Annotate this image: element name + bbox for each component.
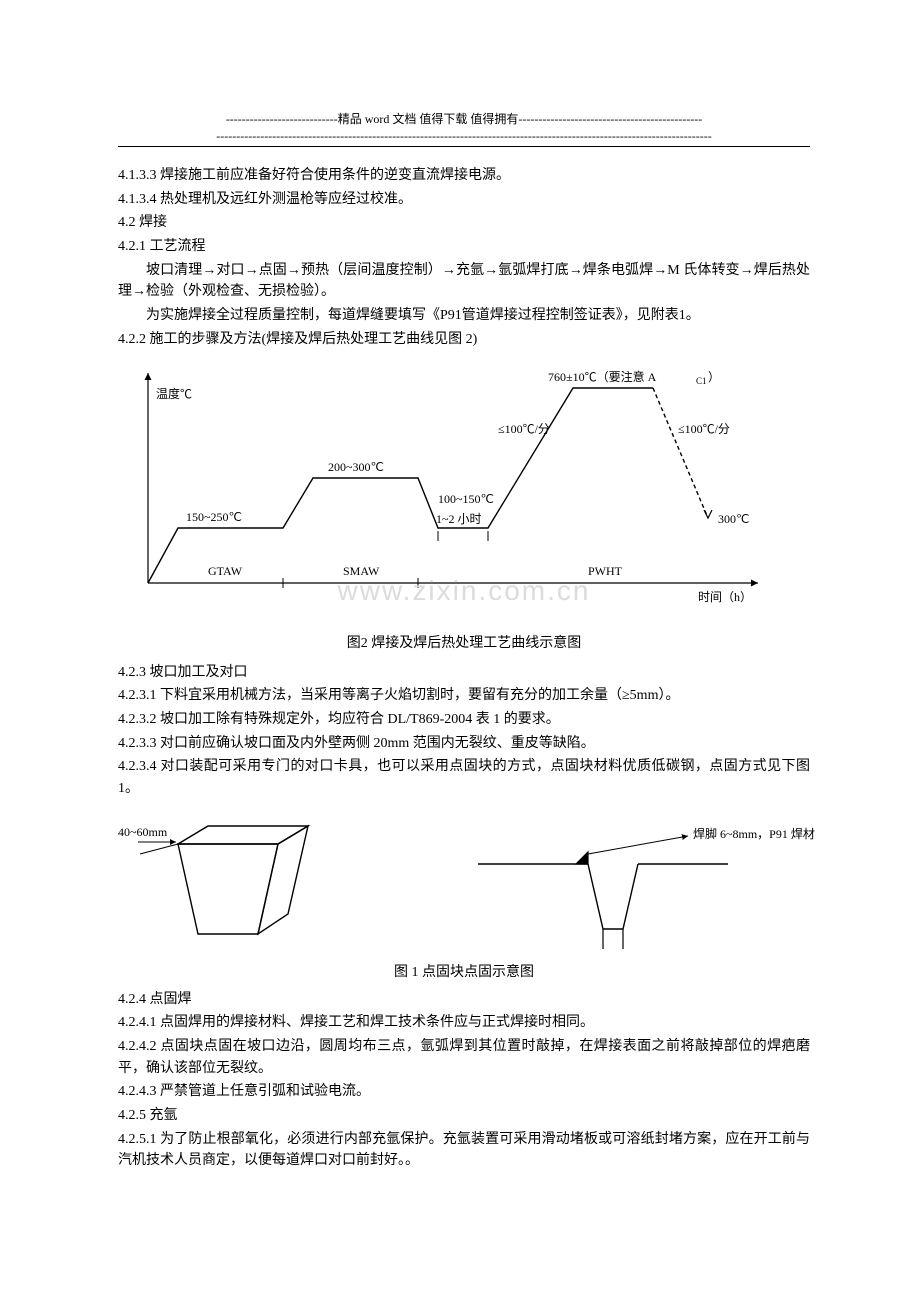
figure-2-caption: 图2 焊接及焊后热处理工艺曲线示意图 — [118, 632, 810, 652]
svg-text:1~2 小时: 1~2 小时 — [436, 512, 482, 526]
para-4-1-3-4: 4.1.3.4 热处理机及远红外测温枪等应经过校准。 — [118, 189, 810, 211]
heading-4-2: 4.2 焊接 — [118, 212, 810, 234]
header-line-1: ----------------------------精品 word 文档 值… — [118, 110, 810, 127]
para-4-2-4-2: 4.2.4.2 点固块点固在坡口边沿，圆周均布三点，氩弧焊到其位置时敲掉，在焊接… — [118, 1036, 810, 1079]
svg-text:300℃: 300℃ — [718, 512, 749, 526]
para-4-2-2: 4.2.2 施工的步骤及方法(焊接及焊后热处理工艺曲线见图 2) — [118, 329, 810, 351]
para-4-2-3: 4.2.3 坡口加工及对口 — [118, 662, 810, 684]
svg-text:时间（h）: 时间（h） — [698, 590, 752, 604]
para-4-2-5-1: 4.2.5.1 为了防止根部氧化，必须进行内部充氩保护。充氩装置可采用滑动堵板或… — [118, 1129, 810, 1172]
svg-text:200~300℃: 200~300℃ — [328, 460, 384, 474]
para-4-2-5: 4.2.5 充氩 — [118, 1105, 810, 1127]
svg-text:）: ） — [708, 370, 720, 384]
para-4-2-1-flow: 坡口清理→对口→点固→预热（层间温度控制）→充氩→氩弧焊打底→焊条电弧焊→M 氏… — [118, 260, 810, 303]
header-rule — [118, 146, 810, 147]
svg-text:C1: C1 — [696, 376, 707, 386]
svg-text:GTAW: GTAW — [208, 564, 243, 578]
svg-text:760±10℃（要注意 A: 760±10℃（要注意 A — [548, 369, 657, 384]
figure-1-diagram: 40~60mm焊脚 6~8mm，P91 焊材 图 1 点固块点固示意图 — [118, 814, 810, 981]
para-4-2-3-4: 4.2.3.4 对口装配可采用专门的对口卡具，也可以采用点固块的方式，点固块材料… — [118, 756, 810, 799]
para-4-2-4-3: 4.2.4.3 严禁管道上任意引弧和试验电流。 — [118, 1081, 810, 1103]
para-4-2-4: 4.2.4 点固焊 — [118, 989, 810, 1011]
para-4-2-1: 4.2.1 工艺流程 — [118, 236, 810, 258]
svg-text:150~250℃: 150~250℃ — [186, 510, 242, 524]
para-4-2-3-2: 4.2.3.2 坡口加工除有特殊规定外，均应符合 DL/T869-2004 表 … — [118, 709, 810, 731]
svg-text:40~60mm: 40~60mm — [118, 825, 168, 839]
para-4-2-4-1: 4.2.4.1 点固焊用的焊接材料、焊接工艺和焊工技术条件应与正式焊接时相同。 — [118, 1012, 810, 1034]
figure-2-chart: 温度℃ 时间（h） 760±10℃（要注意 A C1） ≤100℃/分 ≤100℃/分 15… — [118, 363, 810, 652]
svg-text:100~150℃: 100~150℃ — [438, 492, 494, 506]
para-4-2-1-note: 为实施焊接全过程质量控制，每道焊缝要填写《P91管道焊接过程控制签证表》，见附表… — [118, 305, 810, 327]
para-4-2-3-1: 4.2.3.1 下料宜采用机械方法，当采用等离子火焰切割时，要留有充分的加工余量… — [118, 685, 810, 707]
svg-text:焊脚 6~8mm，P91 焊材: 焊脚 6~8mm，P91 焊材 — [693, 826, 815, 841]
svg-text:≤100℃/分: ≤100℃/分 — [678, 422, 730, 436]
header-line-2: ----------------------------------------… — [118, 129, 810, 144]
para-4-2-3-3: 4.2.3.3 对口前应确认坡口面及内外壁两侧 20mm 范围内无裂纹、重皮等缺… — [118, 733, 810, 755]
svg-text:SMAW: SMAW — [343, 564, 380, 578]
svg-text:PWHT: PWHT — [588, 564, 623, 578]
para-4-1-3-3: 4.1.3.3 焊接施工前应准备好符合使用条件的逆变直流焊接电源。 — [118, 165, 810, 187]
svg-text:温度℃: 温度℃ — [156, 386, 192, 401]
svg-text:≤100℃/分: ≤100℃/分 — [498, 422, 550, 436]
chart-svg: 温度℃ 时间（h） 760±10℃（要注意 A C1） ≤100℃/分 ≤100℃/分 15… — [118, 363, 778, 623]
diagram-svg: 40~60mm 焊脚 6~8mm，P91 焊材 — [118, 814, 818, 974]
